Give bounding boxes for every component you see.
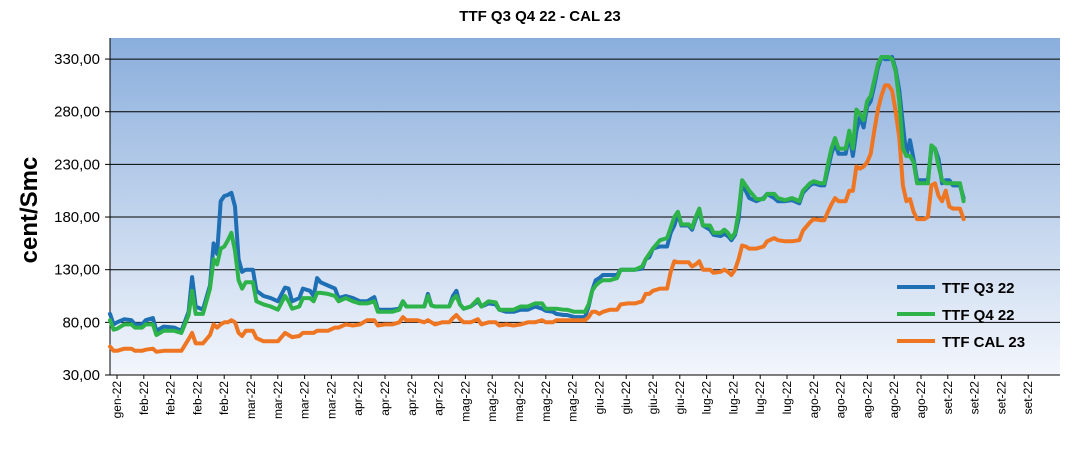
x-tick-label: apr-22 bbox=[405, 381, 419, 416]
y-tick-label: 230,00 bbox=[54, 156, 100, 173]
x-tick-label: mar-22 bbox=[324, 381, 338, 419]
x-tick-label: set-22 bbox=[968, 381, 982, 415]
series-line-ttf-cal-23 bbox=[108, 83, 966, 354]
x-tick-label: giu-22 bbox=[619, 381, 633, 415]
x-tick-label: lug-22 bbox=[753, 381, 767, 415]
x-tick-label: set-22 bbox=[941, 381, 955, 415]
x-tick-label: mar-22 bbox=[271, 381, 285, 419]
x-tick-label: mag-22 bbox=[458, 381, 472, 422]
x-tick-label: lug-22 bbox=[780, 381, 794, 415]
legend-label: TTF CAL 23 bbox=[942, 334, 1025, 351]
x-tick-label: mag-22 bbox=[485, 381, 499, 422]
y-tick-label: 130,00 bbox=[54, 262, 100, 279]
x-tick-label: set-22 bbox=[1021, 381, 1035, 415]
y-tick-label: 180,00 bbox=[54, 209, 100, 226]
x-tick-label: giu-22 bbox=[673, 381, 687, 415]
y-axis-label: cent/Smc bbox=[16, 156, 43, 264]
x-tick-label: mar-22 bbox=[244, 381, 258, 419]
x-tick-label: apr-22 bbox=[351, 381, 365, 416]
x-tick-label: mag-22 bbox=[512, 381, 526, 422]
x-tick-label: mag-22 bbox=[539, 381, 553, 422]
x-tick-label: mag-22 bbox=[566, 381, 580, 422]
x-tick-label: feb-22 bbox=[217, 381, 231, 415]
x-tick-label: mar-22 bbox=[298, 381, 312, 419]
legend-label: TTF Q3 22 bbox=[942, 280, 1015, 297]
y-tick-label: 280,00 bbox=[54, 104, 100, 121]
x-tick-label: feb-22 bbox=[190, 381, 204, 415]
plot-area bbox=[110, 38, 1060, 375]
x-tick-label: lug-22 bbox=[700, 381, 714, 415]
legend-label: TTF Q4 22 bbox=[942, 307, 1015, 324]
y-tick-label: 30,00 bbox=[62, 367, 100, 384]
chart-title: TTF Q3 Q4 22 - CAL 23 bbox=[459, 8, 621, 25]
x-tick-label: ago-22 bbox=[807, 381, 821, 419]
x-tick-label: feb-22 bbox=[137, 381, 151, 415]
x-tick-label: giu-22 bbox=[646, 381, 660, 415]
x-tick-label: lug-22 bbox=[726, 381, 740, 415]
x-tick-label: ago-22 bbox=[887, 381, 901, 419]
series-line-ttf-q4-22 bbox=[108, 55, 966, 337]
y-tick-label: 330,00 bbox=[54, 51, 100, 68]
x-tick-label: ago-22 bbox=[860, 381, 874, 419]
x-tick-label: apr-22 bbox=[378, 381, 392, 416]
x-tick-label: gen-22 bbox=[110, 381, 124, 419]
x-tick-label: apr-22 bbox=[432, 381, 446, 416]
x-tick-label: ago-22 bbox=[914, 381, 928, 419]
y-tick-label: 80,00 bbox=[62, 314, 100, 331]
x-tick-label: set-22 bbox=[994, 381, 1008, 415]
x-tick-label: giu-22 bbox=[592, 381, 606, 415]
x-tick-label: ago-22 bbox=[834, 381, 848, 419]
x-tick-label: feb-22 bbox=[164, 381, 178, 415]
